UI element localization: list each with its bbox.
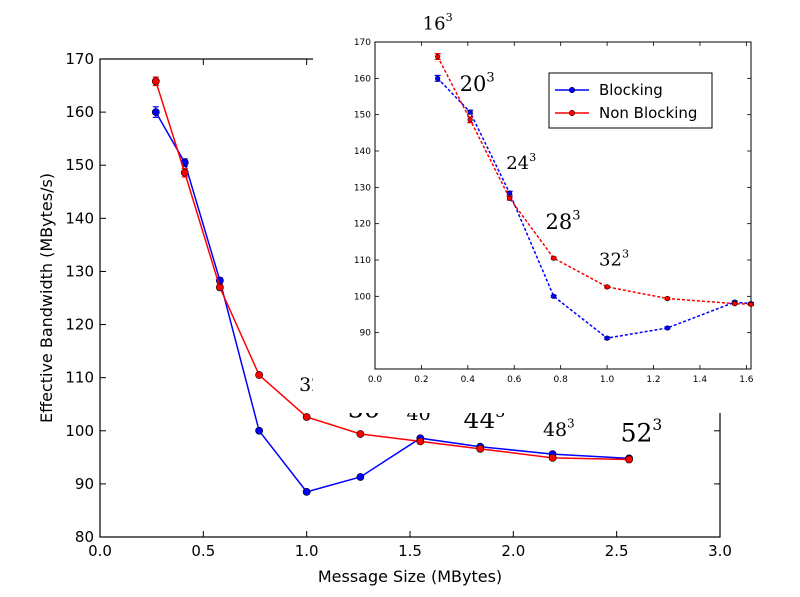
main-data-point [548, 453, 557, 462]
inset-y-tick-label: 90 [360, 329, 372, 339]
inset-y-tick-label: 110 [354, 256, 371, 266]
size-label-base: 20 [460, 72, 487, 96]
main-series-line-0 [155, 111, 630, 493]
inset-data-point [732, 301, 738, 307]
size-label-exponent: 3 [486, 71, 494, 86]
inset-data-point [664, 325, 671, 331]
inset-y-tick-label: 150 [354, 111, 371, 121]
y-tick-label: 170 [65, 50, 94, 68]
size-label-exponent: 3 [567, 417, 575, 431]
inset-x-tick-label: 1.4 [693, 375, 708, 385]
main-data-point [151, 108, 160, 117]
main-size-label: 523 [621, 416, 663, 447]
legend-box [548, 72, 713, 129]
y-tick-label: 80 [75, 528, 94, 546]
legend-label: Blocking [599, 81, 663, 99]
inset-plot: 0.0 0.2 0.4 0.6 0.8 1.0 1.2 1.4 1.6 90 100 110 120 13… [313, 0, 800, 413]
y-tick-label: 130 [65, 262, 94, 280]
inset-x-tick-label: 0.0 [368, 375, 383, 385]
size-label-base: 16 [423, 13, 446, 34]
x-axis-title: Message Size (MBytes) [318, 567, 502, 586]
inset-y-tick-label: 140 [354, 147, 371, 157]
y-axis-title: Effective Bandwidth (MBytes/s) [37, 173, 56, 423]
y-tick-label: 150 [65, 156, 94, 174]
inset-series-line-0 [437, 77, 752, 339]
size-label-exponent: 3 [446, 11, 453, 24]
inset-data-point [507, 190, 513, 196]
inset-x-tick-label: 1.2 [646, 375, 660, 385]
inset-y-tick-label: 160 [354, 74, 371, 84]
y-tick-label: 100 [65, 422, 94, 440]
inset-data-point [507, 195, 513, 201]
main-data-point [625, 455, 633, 464]
inset-data-point [435, 75, 441, 81]
size-label-base: 32 [599, 249, 622, 270]
y-tick-label: 90 [75, 475, 94, 493]
main-data-point [416, 437, 425, 446]
inset-y-tick-label: 170 [354, 38, 371, 48]
inset-series-line-1 [436, 56, 752, 306]
inset-size-label: 283 [545, 209, 580, 234]
inset-y-tick-label: 100 [354, 292, 371, 302]
inset-x-tick-label: 0.4 [461, 375, 476, 385]
size-label-base: 52 [621, 418, 653, 447]
size-label-base: 24 [506, 153, 529, 174]
main-data-point [255, 371, 264, 379]
x-tick-label: 2.5 [605, 542, 629, 560]
main-size-label: 483 [543, 417, 575, 442]
inset-size-label: 243 [506, 151, 536, 174]
legend-marker [568, 109, 576, 117]
size-label-exponent: 3 [622, 247, 629, 260]
inset-y-tick-label: 130 [354, 183, 371, 193]
inset-data-point [604, 284, 610, 290]
inset-data-point [435, 53, 441, 60]
main-data-point [151, 77, 160, 86]
inset-y-tick-label: 120 [354, 220, 371, 230]
inset-x-tick-label: 0.6 [507, 375, 522, 385]
main-data-point [255, 426, 264, 435]
inset-data-point [604, 335, 610, 341]
size-label-base: 28 [545, 210, 572, 234]
size-label-exponent: 3 [529, 151, 536, 164]
inset-data-point [551, 293, 557, 299]
main-data-point [476, 444, 485, 453]
size-label-exponent: 3 [572, 209, 580, 224]
size-label-exponent: 3 [652, 416, 662, 434]
x-tick-label: 2.0 [501, 542, 525, 560]
y-tick-label: 120 [65, 316, 94, 334]
y-tick-label: 160 [65, 103, 94, 121]
main-data-point [215, 283, 224, 292]
inset-x-tick-label: 0.8 [554, 375, 569, 385]
inset-data-point [467, 109, 473, 115]
inset-x-tick-label: 1.0 [600, 375, 615, 385]
main-data-point [180, 168, 189, 177]
inset-x-tick-label: 1.6 [739, 375, 754, 385]
x-tick-label: 3.0 [708, 542, 732, 560]
y-tick-label: 110 [65, 369, 94, 387]
x-tick-label: 0.0 [88, 542, 112, 560]
legend-marker [568, 86, 576, 94]
x-tick-label: 0.5 [191, 542, 215, 560]
main-data-point [302, 413, 311, 421]
main-data-point [356, 430, 365, 438]
main-data-point [356, 473, 365, 481]
legend-label: Non Blocking [599, 104, 697, 122]
main-data-point [302, 487, 311, 496]
inset-data-point [748, 301, 754, 307]
inset-data-point [664, 295, 671, 302]
inset-data-point [551, 255, 557, 261]
size-label-base: 48 [543, 419, 567, 441]
inset-size-label: 323 [599, 247, 629, 270]
main-series-line-1 [155, 81, 630, 461]
inset-size-label: 163 [423, 11, 453, 34]
x-tick-label: 1.5 [398, 542, 422, 560]
inset-size-label: 203 [460, 71, 495, 96]
inset-data-point [467, 117, 473, 123]
y-tick-label: 140 [65, 209, 94, 227]
inset-x-tick-label: 0.2 [414, 375, 428, 385]
x-tick-label: 1.0 [295, 542, 319, 560]
